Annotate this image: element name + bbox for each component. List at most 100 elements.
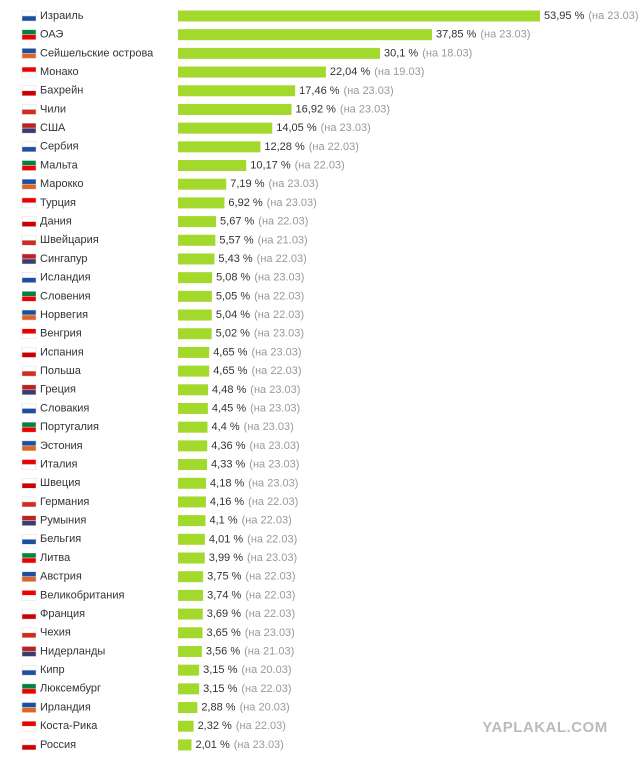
flag [21, 590, 37, 596]
value-label-group: 37,85 % (на 23.03) [436, 29, 530, 41]
bar [178, 533, 205, 545]
value-label-group: 4,01 % (на 22.03) [209, 533, 297, 545]
date-note: (на 23.03) [250, 402, 300, 414]
date-note: (на 23.03) [344, 85, 394, 97]
date-note: (на 22.03) [245, 571, 295, 583]
bar [178, 197, 225, 209]
flag [21, 34, 37, 40]
value-label: 53,95 % [544, 10, 585, 22]
value-label-group: 3,69 % (на 22.03) [207, 608, 295, 620]
value-label: 3,99 % [209, 552, 243, 564]
value-label: 10,17 % [250, 159, 291, 171]
value-label: 4,65 % [213, 365, 247, 377]
flag [21, 291, 37, 297]
watermark: YAPLAKAL.COM [482, 719, 607, 736]
bar [178, 309, 212, 321]
flag [21, 296, 37, 302]
value-label: 3,75 % [207, 571, 241, 583]
bar [178, 702, 198, 714]
value-label-group: 4,4 % (на 23.03) [212, 421, 294, 433]
flag [21, 71, 37, 78]
bar [178, 29, 432, 41]
value-label: 4,36 % [211, 440, 245, 452]
flag [21, 272, 37, 278]
value-label: 4,18 % [210, 477, 244, 489]
value-label-group: 6,92 % (на 23.03) [228, 197, 316, 209]
value-label: 4,48 % [212, 384, 246, 396]
category-label: Великобритания [40, 589, 125, 601]
value-label: 4,16 % [210, 496, 244, 508]
bar [178, 402, 208, 414]
flag [21, 403, 37, 409]
bar [178, 571, 204, 583]
value-label-group: 3,99 % (на 23.03) [209, 552, 297, 564]
value-label-group: 3,56 % (на 21.03) [206, 645, 294, 657]
date-note: (на 19.03) [374, 66, 424, 78]
flag [21, 165, 37, 171]
value-label-group: 4,1 % (на 22.03) [210, 515, 292, 527]
flag [21, 702, 37, 708]
value-label-group: 30,1 % (на 18.03) [384, 47, 472, 59]
flag [21, 627, 37, 634]
value-label: 4,4 % [212, 421, 240, 433]
value-label: 4,1 % [210, 515, 238, 527]
flag [21, 202, 37, 209]
flag [21, 146, 37, 153]
bar [178, 47, 380, 59]
date-note: (на 23.03) [480, 29, 530, 41]
category-label: Франция [40, 608, 85, 620]
category-label: Германия [40, 496, 89, 508]
date-note: (на 22.03) [245, 608, 295, 620]
date-note: (на 22.03) [241, 683, 291, 695]
bar [178, 328, 212, 340]
flag [21, 515, 37, 521]
bar [178, 272, 213, 284]
flag [21, 669, 37, 676]
date-note: (на 23.03) [340, 103, 390, 115]
date-note: (на 23.03) [247, 552, 297, 564]
flag [21, 595, 37, 601]
flag [21, 240, 37, 246]
category-label: Португалия [40, 421, 99, 433]
bar [178, 178, 227, 190]
value-label: 2,01 % [195, 739, 229, 751]
date-note: (на 23.03) [267, 197, 317, 209]
date-note: (на 22.03) [309, 141, 359, 153]
flag [21, 389, 37, 396]
value-label-group: 4,65 % (на 22.03) [213, 365, 301, 377]
flag [21, 141, 37, 148]
flag [21, 539, 37, 545]
flag [21, 122, 37, 129]
category-label: Сингапур [40, 253, 88, 265]
flag [21, 109, 37, 115]
date-note: (на 23.03) [250, 384, 300, 396]
value-label-group: 3,75 % (на 22.03) [207, 571, 295, 583]
date-note: (на 22.03) [258, 215, 308, 227]
flag [21, 725, 37, 732]
bar [178, 645, 202, 657]
flag [21, 478, 37, 484]
value-label-group: 22,04 % (на 19.03) [330, 66, 424, 78]
bar [178, 122, 273, 134]
category-label: Чехия [40, 627, 71, 639]
flag [21, 127, 37, 134]
value-label: 3,74 % [207, 589, 241, 601]
flag [21, 333, 37, 339]
bar [178, 477, 207, 489]
date-note: (на 22.03) [251, 365, 301, 377]
value-label-group: 3,15 % (на 22.03) [203, 683, 291, 695]
date-note: (на 23.03) [244, 421, 294, 433]
category-label: Венгрия [40, 328, 82, 340]
flag [21, 235, 37, 241]
category-label: ОАЭ [40, 29, 63, 41]
date-note: (на 20.03) [241, 664, 291, 676]
flag [21, 421, 37, 428]
value-label-group: 53,95 % (на 23.03) [544, 10, 638, 22]
category-label: Словакия [40, 402, 89, 414]
value-label: 3,69 % [207, 608, 241, 620]
value-label-group: 16,92 % (на 23.03) [296, 103, 390, 115]
value-label: 5,02 % [216, 328, 250, 340]
flag [21, 253, 37, 260]
category-label: Коста-Рика [40, 720, 98, 732]
category-label: Бахрейн [40, 85, 83, 97]
